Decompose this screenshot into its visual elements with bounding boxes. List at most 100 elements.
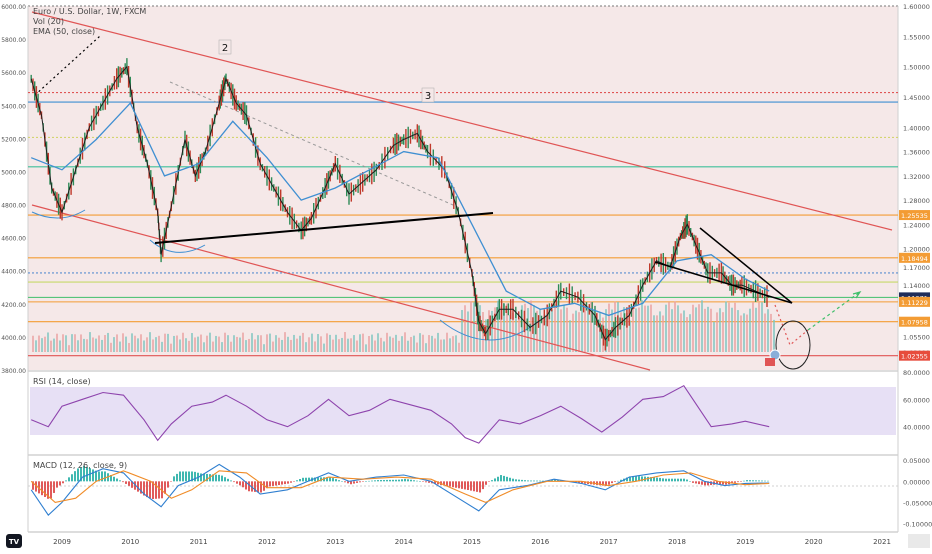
volume-bar <box>392 337 394 352</box>
macd-hist-bar <box>293 481 295 482</box>
macd-hist-bar <box>200 473 202 482</box>
projection-up-path <box>807 291 861 331</box>
macd-tick-2: -0.05000 <box>903 499 932 507</box>
volume-bar <box>41 338 43 352</box>
channel-upper-line[interactable] <box>31 11 893 231</box>
volume-bar <box>98 335 100 352</box>
volume-bar <box>371 334 373 352</box>
volume-bar <box>221 342 223 352</box>
macd-hist-bar <box>497 476 499 482</box>
macd-hist-bar <box>203 473 205 482</box>
volume-bar <box>353 335 355 352</box>
time-tick-2011: 2011 <box>190 538 208 546</box>
volume-bar <box>410 336 412 352</box>
time-tick-2012: 2012 <box>258 538 276 546</box>
volume-bar <box>74 334 76 352</box>
macd-hist-bar <box>185 471 187 482</box>
volume-bar <box>104 335 106 352</box>
volume-bar <box>458 342 460 352</box>
volume-bar <box>59 340 61 352</box>
volume-bar <box>254 339 256 352</box>
macd-hist-bar <box>524 480 526 482</box>
price-tick-7: 1.28000 <box>903 197 930 205</box>
volume-bar <box>71 334 73 352</box>
macd-hist-bar <box>479 481 481 493</box>
volume-tick-10: 4000.00 <box>1 335 26 342</box>
event-marker-tag[interactable] <box>765 358 775 366</box>
volume-bar <box>317 334 319 352</box>
wedge-lower-trendline[interactable] <box>654 261 793 304</box>
macd-hist-bar <box>686 479 688 482</box>
volume-bar <box>143 340 145 352</box>
macd-hist-bar <box>233 481 235 483</box>
volume-bar <box>179 339 181 352</box>
macd-hist-bar <box>404 478 406 482</box>
volume-bar <box>404 332 406 352</box>
volume-bar <box>245 340 247 352</box>
volume-axis-left: 6000.00 5800.00 5600.00 5400.00 5200.00 5000.… <box>1 4 26 375</box>
volume-tick-11: 3800.00 <box>1 368 26 375</box>
level-tag-1: 1.18494 <box>901 255 928 263</box>
rsi-axis: 80.0000 60.0000 40.0000 <box>903 369 930 432</box>
time-axis[interactable]: 2009 2010 2011 2012 2013 2014 2015 2016 2017 2018… <box>53 538 891 546</box>
wedge-upper-trendline[interactable] <box>699 227 793 304</box>
macd-hist-bar <box>557 479 559 482</box>
volume-bar <box>446 332 448 352</box>
volume-bar <box>176 335 178 352</box>
macd-signal-line[interactable] <box>30 470 770 503</box>
macd-hist-bar <box>452 481 454 488</box>
ema-legend[interactable]: EMA (50, close) <box>33 27 95 36</box>
rsi-legend[interactable]: RSI (14, close) <box>33 377 91 386</box>
macd-hist-bar <box>698 481 700 485</box>
volume-bar <box>185 338 187 352</box>
volume-bar <box>77 340 79 352</box>
macd-hist-bar <box>50 481 52 499</box>
support-trendline-2010[interactable] <box>154 212 494 244</box>
macd-hist-bar <box>248 481 250 492</box>
screenshot-corner-badge[interactable] <box>908 534 930 548</box>
macd-hist-bar <box>674 478 676 482</box>
macd-legend[interactable]: MACD (12, 26, close, 9) <box>33 461 127 470</box>
volume-bar <box>740 315 742 352</box>
dotted-descending-line <box>169 81 461 209</box>
macd-tick-0: 0.05000 <box>903 457 930 465</box>
channel-lower-line[interactable] <box>31 204 651 371</box>
macd-hist-bar <box>446 481 448 487</box>
volume-bar <box>335 334 337 352</box>
volume-bar <box>734 302 736 352</box>
macd-pane[interactable]: MACD (12, 26, close, 9) <box>28 461 898 516</box>
macd-hist-bar <box>536 480 538 482</box>
macd-hist-bar <box>377 480 379 482</box>
volume-bar <box>320 336 322 352</box>
volume-bar <box>296 338 298 352</box>
symbol-legend[interactable]: Euro / U.S. Dollar, 1W, FXCM <box>33 7 146 16</box>
volume-legend[interactable]: Vol (20) <box>33 17 64 26</box>
volume-bar <box>116 334 118 352</box>
price-line[interactable] <box>30 65 770 341</box>
volume-bar <box>50 340 52 352</box>
volume-bar <box>494 307 496 352</box>
ema-50-line[interactable] <box>30 101 770 317</box>
target-ellipse[interactable] <box>775 320 811 370</box>
volume-bar <box>137 338 139 352</box>
rsi-line[interactable] <box>30 384 770 444</box>
macd-hist-bar <box>488 481 490 482</box>
tradingview-logo[interactable]: TV <box>6 534 22 548</box>
volume-bar <box>443 339 445 352</box>
macd-hist-bar <box>758 480 760 482</box>
macd-hist-bar <box>74 471 76 482</box>
macd-hist-bar <box>461 481 463 489</box>
rsi-pane[interactable]: RSI (14, close) <box>30 377 770 444</box>
macd-hist-bar <box>602 481 604 486</box>
volume-bar <box>56 333 58 352</box>
volume-bar <box>251 333 253 352</box>
volume-bar <box>413 335 415 352</box>
macd-hist-bar <box>752 480 754 482</box>
volume-bar <box>95 338 97 352</box>
macd-hist-bar <box>194 471 196 482</box>
volume-bar <box>341 337 343 352</box>
volume-bar <box>284 332 286 352</box>
macd-hist-bar <box>503 475 505 482</box>
macd-hist-bar <box>353 481 355 484</box>
